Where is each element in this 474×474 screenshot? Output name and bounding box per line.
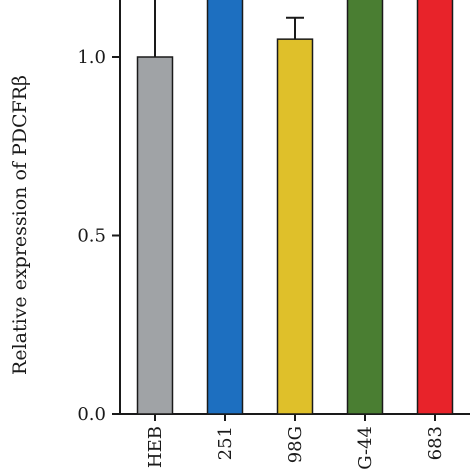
bar-g-44 [346, 0, 384, 415]
x-tick-label: 251 [215, 426, 236, 460]
bar-683 [416, 0, 454, 415]
y-tick-label: 0.5 [77, 226, 106, 247]
y-tick-label: 0.0 [77, 404, 106, 425]
x-tick-label: 683 [425, 426, 446, 460]
x-tick-label: 98G [285, 426, 306, 463]
bar-251 [206, 0, 244, 415]
x-tick-label: HEB [145, 426, 166, 468]
bar-heb [136, 56, 174, 415]
y-tick-label: 1.0 [77, 47, 106, 68]
x-tick-label: G-44 [355, 426, 376, 470]
bars: ***** [136, 0, 454, 415]
x-tick-labels: HEB 251 98G G-44 683 [145, 414, 446, 470]
y-ticks: 0.00.51.01.52.0 [77, 47, 120, 425]
bar-98g [276, 38, 314, 415]
y-axis-label: Relative expression of PDCFRβ [9, 75, 31, 375]
